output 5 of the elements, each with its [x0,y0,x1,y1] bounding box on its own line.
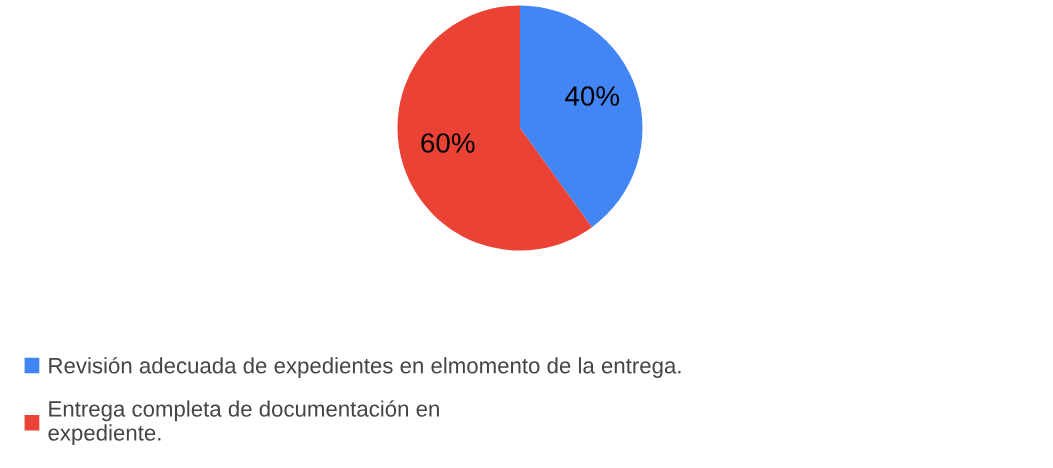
legend-label: Revisión adecuada de expedientes en elmomento de la entrega. [49,356,681,378]
legend-label: Entrega completa de documentación en expediente. [48,400,439,446]
data-label: 40% [565,86,620,106]
pie-slice [520,5,643,228]
data-label: 60% [421,133,475,153]
